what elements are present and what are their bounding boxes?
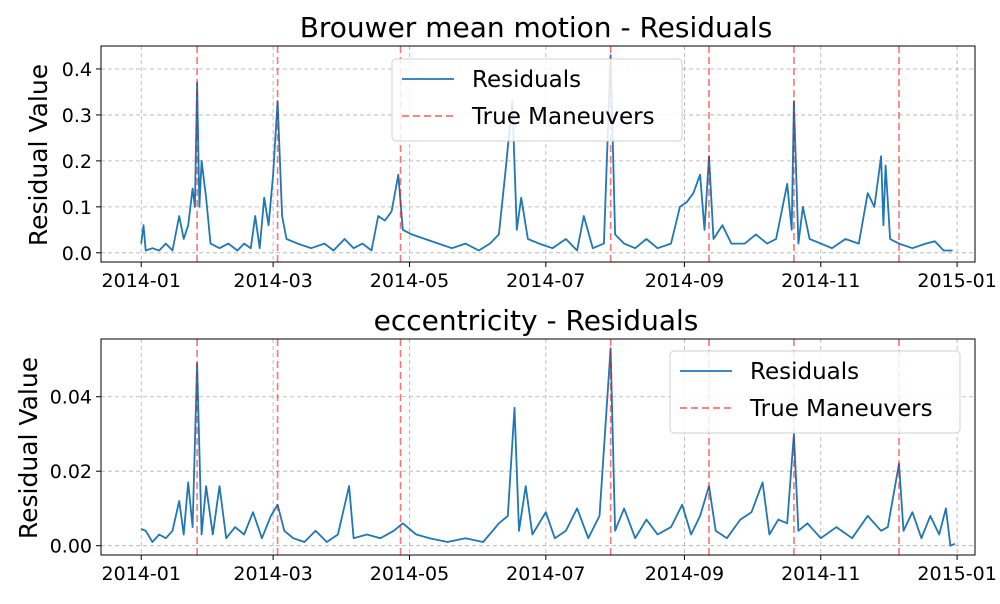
axes-frame xyxy=(100,45,976,263)
x-tick-label: 2014-03 xyxy=(233,563,312,585)
y-tick-label: 0.00 xyxy=(50,536,92,558)
x-tick-label: 2014-05 xyxy=(370,563,449,585)
legend-label: Residuals xyxy=(472,67,581,93)
residuals-series-line xyxy=(140,347,956,547)
chart-eccentricity: 2014-01 2014-03 2014-05 2014-07 2014-09 2014-… xyxy=(14,304,997,585)
y-axis-label: Residual Value xyxy=(24,64,53,246)
axes-frame xyxy=(100,338,976,556)
x-tick-label: 2014-07 xyxy=(506,563,585,585)
x-tick-label: 2014-11 xyxy=(781,270,860,292)
x-tick-label: 2014-09 xyxy=(645,563,724,585)
legend-box xyxy=(391,58,683,142)
legend-label: True Maneuvers xyxy=(471,104,655,130)
y-tick-label: 0.0 xyxy=(62,243,92,265)
legend-label: True Maneuvers xyxy=(749,396,933,422)
legend: Residuals True Maneuvers xyxy=(669,350,961,434)
y-tick-label: 0.4 xyxy=(62,59,92,81)
x-tick-label: 2014-01 xyxy=(102,563,181,585)
x-tick-label: 2014-07 xyxy=(506,270,585,292)
x-tick-label: 2014-05 xyxy=(370,270,449,292)
x-tick-label: 2014-03 xyxy=(233,270,312,292)
y-tick-label: 0.3 xyxy=(62,105,92,127)
legend-label: Residuals xyxy=(750,359,859,385)
x-tick-label: 2014-01 xyxy=(102,270,181,292)
y-tick-label: 0.02 xyxy=(50,461,92,483)
x-tick-label: 2015-01 xyxy=(917,270,996,292)
legend: Residuals True Maneuvers xyxy=(391,58,683,142)
x-tick-label: 2014-09 xyxy=(645,270,724,292)
x-tick-label: 2014-11 xyxy=(781,563,860,585)
y-tick-label: 0.04 xyxy=(50,387,92,409)
chart-title: eccentricity - Residuals xyxy=(374,304,699,337)
chart-brouwer-mean-motion: 2014-01 2014-03 2014-05 2014-07 2014-09 2014-… xyxy=(24,11,997,292)
legend-box xyxy=(669,350,961,434)
x-tick-label: 2015-01 xyxy=(917,563,996,585)
chart-title: Brouwer mean motion - Residuals xyxy=(300,11,773,44)
y-tick-label: 0.1 xyxy=(62,197,92,219)
y-axis-label: Residual Value xyxy=(14,357,43,539)
y-tick-label: 0.2 xyxy=(62,151,92,173)
